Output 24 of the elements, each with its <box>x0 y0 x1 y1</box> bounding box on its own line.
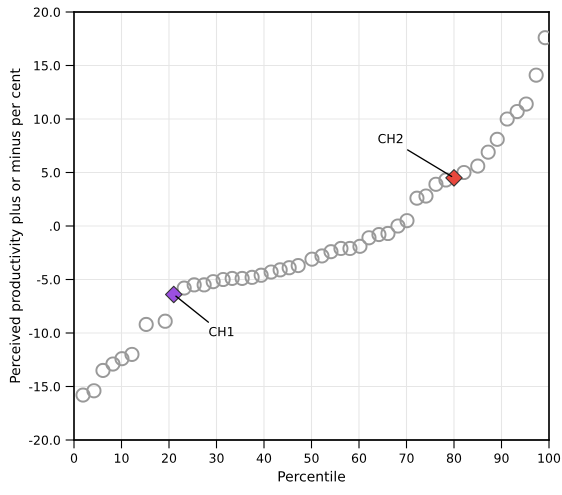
x-tick-label: 20 <box>162 453 176 463</box>
y-tick-label: 15.0 <box>34 60 60 70</box>
x-tick-label: 50 <box>304 453 319 463</box>
y-tick-label: 5.0 <box>42 168 60 178</box>
annotation: CH1 <box>209 326 234 336</box>
x-tick-label: 0 <box>70 453 78 463</box>
y-tick-label: 20.0 <box>34 7 60 17</box>
y-tick-label: -15.0 <box>29 382 60 392</box>
y-tick-label: .0 <box>50 221 60 231</box>
y-tick-label: 10.0 <box>34 114 60 124</box>
x-tick-label: 90 <box>494 453 509 463</box>
x-tick-label: 60 <box>352 453 366 463</box>
x-tick-label: 100 <box>538 453 560 463</box>
x-tick-label: 40 <box>256 453 272 463</box>
y-tick-label: -10.0 <box>29 328 60 338</box>
x-tick-label: 10 <box>114 453 129 463</box>
x-axis-title: Percentile <box>278 470 346 482</box>
x-tick-label: 70 <box>400 453 414 463</box>
x-tick-label: 30 <box>210 453 224 463</box>
x-tick-label: 80 <box>446 453 462 463</box>
annotation: CH2 <box>378 134 402 144</box>
y-tick-label: -20.0 <box>29 435 60 445</box>
y-tick-label: -5.0 <box>37 274 60 284</box>
y-axis-title: Perceived productivity plus or minus per cent <box>9 68 23 382</box>
